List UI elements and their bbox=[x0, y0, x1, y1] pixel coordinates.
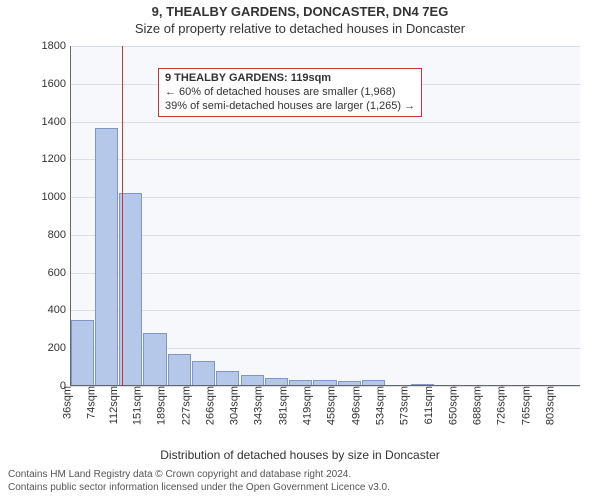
x-tick-label: 419sqm bbox=[297, 386, 313, 425]
bar bbox=[143, 333, 166, 386]
chart-container: Number of detached properties 0200400600… bbox=[0, 36, 600, 446]
y-tick-label: 1800 bbox=[42, 40, 70, 52]
footnote-line-2: Contains public sector information licen… bbox=[8, 481, 592, 494]
y-tick-label: 200 bbox=[48, 342, 70, 354]
gridline bbox=[70, 46, 580, 47]
page-title-sub: Size of property relative to detached ho… bbox=[0, 21, 600, 36]
x-tick-label: 611sqm bbox=[419, 386, 435, 424]
property-marker-line bbox=[122, 46, 123, 386]
gridline bbox=[70, 159, 580, 160]
plot-area: 02004006008001000120014001600180036sqm74… bbox=[70, 46, 580, 386]
footnote: Contains HM Land Registry data © Crown c… bbox=[8, 468, 592, 494]
y-tick-label: 800 bbox=[48, 229, 70, 241]
x-tick-label: 74sqm bbox=[82, 386, 98, 419]
annotation-line-1: 9 THEALBY GARDENS: 119sqm bbox=[165, 72, 415, 86]
x-tick-label: 573sqm bbox=[395, 386, 411, 425]
x-tick-label: 112sqm bbox=[104, 386, 120, 424]
annotation-line-2: ← 60% of detached houses are smaller (1,… bbox=[165, 86, 415, 100]
y-tick-label: 1000 bbox=[42, 191, 70, 203]
bar bbox=[168, 354, 191, 386]
page-title-address: 9, THEALBY GARDENS, DONCASTER, DN4 7EG bbox=[0, 4, 600, 19]
gridline bbox=[70, 310, 580, 311]
x-tick-label: 151sqm bbox=[127, 386, 143, 425]
y-tick-label: 400 bbox=[48, 304, 70, 316]
x-tick-label: 650sqm bbox=[443, 386, 459, 425]
bar bbox=[216, 371, 239, 386]
x-tick-label: 496sqm bbox=[346, 386, 362, 425]
x-tick-label: 381sqm bbox=[273, 386, 289, 425]
annotation-box: 9 THEALBY GARDENS: 119sqm← 60% of detach… bbox=[158, 68, 422, 117]
x-tick-label: 304sqm bbox=[225, 386, 241, 425]
x-tick-label: 266sqm bbox=[200, 386, 216, 425]
x-tick-label: 688sqm bbox=[467, 386, 483, 425]
y-tick-label: 600 bbox=[48, 267, 70, 279]
x-tick-label: 803sqm bbox=[540, 386, 556, 425]
x-tick-label: 36sqm bbox=[58, 386, 74, 419]
x-tick-label: 726sqm bbox=[492, 386, 508, 425]
x-tick-label: 343sqm bbox=[249, 386, 265, 425]
x-axis-label: Distribution of detached houses by size … bbox=[0, 448, 600, 462]
annotation-line-3: 39% of semi-detached houses are larger (… bbox=[165, 100, 415, 114]
bar bbox=[71, 320, 94, 386]
bar bbox=[192, 361, 215, 386]
x-tick-label: 534sqm bbox=[370, 386, 386, 425]
x-tick-label: 458sqm bbox=[322, 386, 338, 425]
gridline bbox=[70, 273, 580, 274]
gridline bbox=[70, 235, 580, 236]
x-tick-label: 765sqm bbox=[516, 386, 532, 425]
y-tick-label: 1200 bbox=[42, 153, 70, 165]
x-tick-label: 189sqm bbox=[152, 386, 168, 425]
gridline bbox=[70, 122, 580, 123]
y-tick-label: 1600 bbox=[42, 78, 70, 90]
gridline bbox=[70, 197, 580, 198]
footnote-line-1: Contains HM Land Registry data © Crown c… bbox=[8, 468, 592, 481]
y-tick-label: 1400 bbox=[42, 116, 70, 128]
x-tick-label: 227sqm bbox=[176, 386, 192, 425]
bar bbox=[95, 128, 118, 386]
